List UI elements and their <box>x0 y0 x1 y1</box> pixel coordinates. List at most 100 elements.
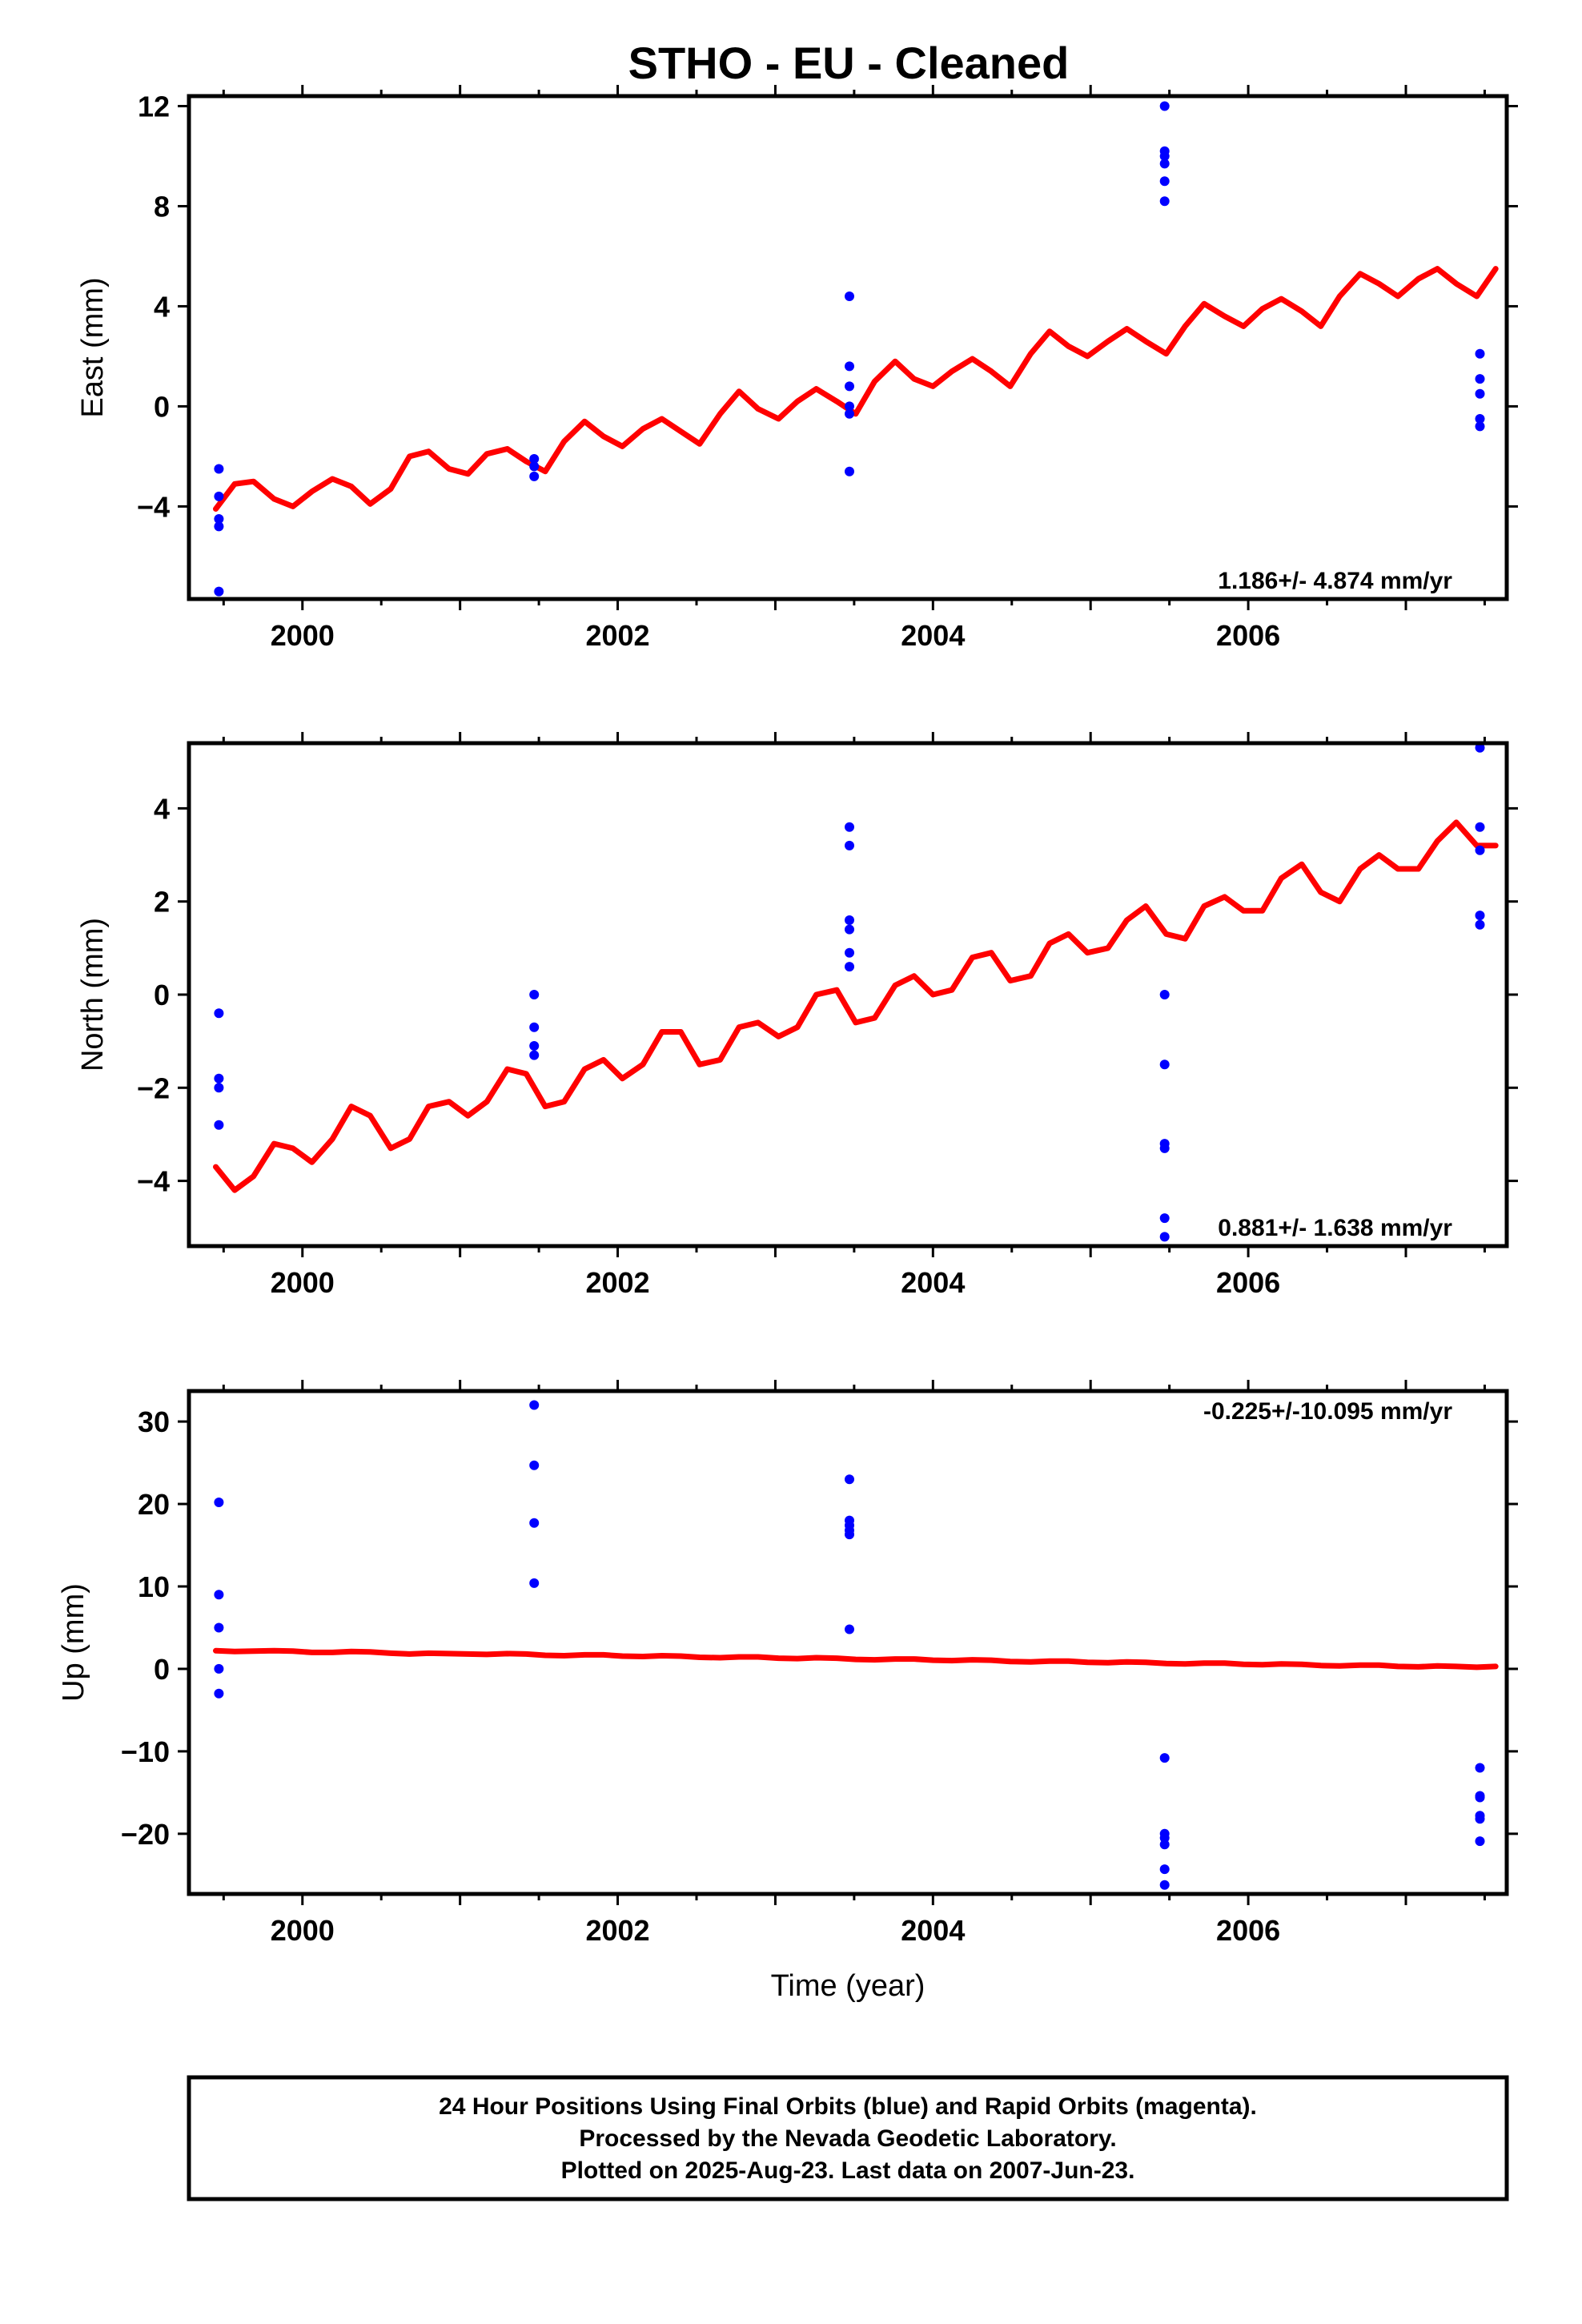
east-data-point <box>1475 388 1485 399</box>
up-data-point <box>214 1663 224 1674</box>
up-y-axis-label: Up (mm) <box>57 1583 90 1702</box>
east-data-point <box>1475 414 1485 424</box>
up-y-tick-label: −20 <box>121 1818 170 1851</box>
east-data-point <box>845 401 854 412</box>
east-data-point <box>1159 176 1170 187</box>
up-panel: −20 −10 0 10 20 30 2000 2002 2004 2006 Up (mm) -0… <box>57 1380 1518 2003</box>
north-data-point <box>1159 1143 1170 1153</box>
east-data-point <box>1475 421 1485 432</box>
north-data-point <box>529 1050 540 1060</box>
east-plot-frame <box>187 94 1509 601</box>
north-data-point <box>1475 822 1485 832</box>
east-data-point <box>214 586 224 597</box>
east-ticks: −4 0 4 8 12 2000 2002 2004 2006 <box>137 85 1518 652</box>
north-data-point <box>1475 911 1485 921</box>
up-data-point <box>529 1518 540 1528</box>
up-x-tick-label: 2004 <box>901 1914 965 1947</box>
north-data-point <box>529 1022 540 1032</box>
north-data-point <box>1475 742 1485 753</box>
up-data-point <box>1159 1839 1170 1850</box>
east-data-point <box>529 471 540 481</box>
north-x-tick-label: 2002 <box>585 1266 649 1299</box>
north-y-tick-label: 0 <box>154 979 170 1011</box>
north-data-point <box>845 947 854 958</box>
up-data-point <box>1159 1864 1170 1875</box>
north-marks <box>213 742 1499 1242</box>
up-x-tick-label: 2006 <box>1216 1914 1280 1947</box>
north-data-point <box>845 840 854 850</box>
north-data-point <box>845 962 854 972</box>
north-data-point <box>1159 1213 1170 1224</box>
up-data-point <box>214 1622 224 1633</box>
east-y-tick-label: 12 <box>138 90 170 123</box>
north-ticks: −4 −2 0 2 4 2000 2002 2004 2006 <box>137 732 1518 1299</box>
up-y-tick-label: −10 <box>121 1735 170 1768</box>
east-data-point <box>845 381 854 392</box>
north-x-tick-label: 2006 <box>1216 1266 1280 1299</box>
east-data-point <box>529 461 540 472</box>
north-data-point <box>214 1008 224 1019</box>
north-rate-label: 0.881+/- 1.638 mm/yr <box>1218 1215 1452 1241</box>
north-y-tick-label: 4 <box>154 792 170 825</box>
east-y-axis-label: East (mm) <box>76 277 110 417</box>
east-x-tick-label: 2004 <box>901 619 965 652</box>
north-data-point <box>845 915 854 925</box>
east-marks <box>213 101 1499 597</box>
north-y-tick-label: −2 <box>137 1072 170 1104</box>
up-data-point <box>1475 1814 1485 1824</box>
up-data-point <box>1159 1833 1170 1843</box>
north-x-tick-label: 2000 <box>271 1266 335 1299</box>
caption-box: 24 Hour Positions Using Final Orbits (bl… <box>187 2075 1509 2201</box>
up-data-point <box>845 1624 854 1634</box>
east-x-tick-label: 2002 <box>585 619 649 652</box>
east-data-point <box>845 466 854 476</box>
east-data-point <box>845 361 854 372</box>
caption-line-processed: Processed by the Nevada Geodetic Laborat… <box>579 2125 1116 2152</box>
x-axis-label: Time (year) <box>771 1969 926 2003</box>
east-y-tick-label: −4 <box>137 490 170 523</box>
east-data-point <box>214 464 224 474</box>
chart-title: STHO - EU - Cleaned <box>628 38 1070 88</box>
east-data-point <box>1475 348 1485 359</box>
up-data-point <box>214 1498 224 1507</box>
east-panel: −4 0 4 8 12 2000 2002 2004 2006 East (mm) 1.186+… <box>76 85 1518 652</box>
caption-line-plotted: Plotted on 2025-Aug-23. Last data on 200… <box>561 2157 1135 2184</box>
north-data-point <box>214 1120 224 1130</box>
north-x-tick-label: 2004 <box>901 1266 965 1299</box>
east-rate-label: 1.186+/- 4.874 mm/yr <box>1218 568 1452 594</box>
north-y-axis-label: North (mm) <box>76 918 110 1072</box>
up-data-point <box>845 1530 854 1540</box>
east-data-point <box>1159 151 1170 161</box>
north-data-point <box>214 1083 224 1093</box>
up-x-tick-label: 2000 <box>271 1914 335 1947</box>
north-data-point <box>529 990 540 999</box>
east-data-point <box>529 454 540 464</box>
up-y-tick-label: 30 <box>138 1405 170 1438</box>
north-y-tick-label: −4 <box>137 1165 170 1198</box>
east-x-tick-label: 2000 <box>271 619 335 652</box>
east-data-point <box>214 491 224 501</box>
up-rate-label: -0.225+/-10.095 mm/yr <box>1203 1398 1452 1425</box>
east-data-point <box>1475 374 1485 384</box>
east-data-point <box>1159 159 1170 169</box>
north-data-point <box>529 1041 540 1051</box>
east-y-tick-label: 8 <box>154 190 170 223</box>
up-data-point <box>529 1578 540 1588</box>
east-y-tick-label: 0 <box>154 390 170 423</box>
up-plot-frame <box>187 1389 1509 1896</box>
up-marks <box>213 1400 1499 1890</box>
up-data-point <box>214 1590 224 1600</box>
up-y-tick-label: 0 <box>154 1653 170 1686</box>
east-y-tick-label: 4 <box>154 290 170 323</box>
up-data-point <box>1475 1763 1485 1773</box>
north-data-point <box>1475 919 1485 930</box>
east-data-point <box>1159 101 1170 111</box>
north-y-tick-label: 2 <box>154 886 170 919</box>
east-model-line <box>213 266 1499 512</box>
up-ticks: −20 −10 0 10 20 30 2000 2002 2004 2006 <box>121 1380 1518 1947</box>
east-data-point <box>845 408 854 419</box>
up-x-tick-label: 2002 <box>585 1914 649 1947</box>
north-data-point <box>1159 1232 1170 1242</box>
east-x-tick-label: 2006 <box>1216 619 1280 652</box>
